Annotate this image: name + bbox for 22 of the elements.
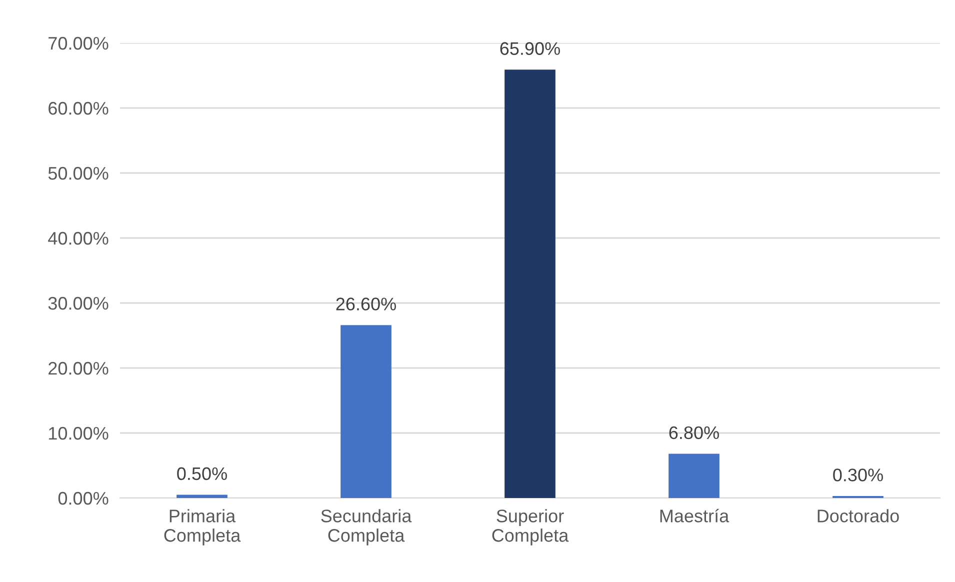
bar	[176, 494, 228, 498]
data-label: 26.60%	[336, 298, 396, 310]
data-label: 0.50%	[177, 467, 227, 480]
y-tick-label: 10.00%	[49, 426, 108, 440]
y-tick-label: 0.00%	[58, 492, 108, 505]
data-label: 0.30%	[833, 468, 883, 482]
x-tick-label: Doctorado	[818, 509, 899, 522]
data-label: 6.80%	[669, 426, 719, 440]
x-tick-label: Superior Completa	[492, 509, 569, 546]
bar	[504, 70, 556, 498]
data-label: 65.90%	[500, 42, 560, 55]
y-tick-label: 30.00%	[48, 296, 108, 310]
y-tick-label: 40.00%	[48, 232, 108, 245]
bar	[340, 325, 392, 498]
y-tick-label: 60.00%	[48, 102, 108, 115]
y-tick-label: 70.00%	[48, 36, 108, 50]
x-tick-label: Secundaria Completa	[321, 509, 412, 546]
x-tick-label: Maestría	[660, 508, 730, 522]
y-tick-label: 20.00%	[48, 362, 108, 375]
bar	[668, 454, 720, 498]
y-tick-label: 50.00%	[48, 166, 108, 180]
x-tick-label: Primaria Completa	[164, 509, 241, 546]
